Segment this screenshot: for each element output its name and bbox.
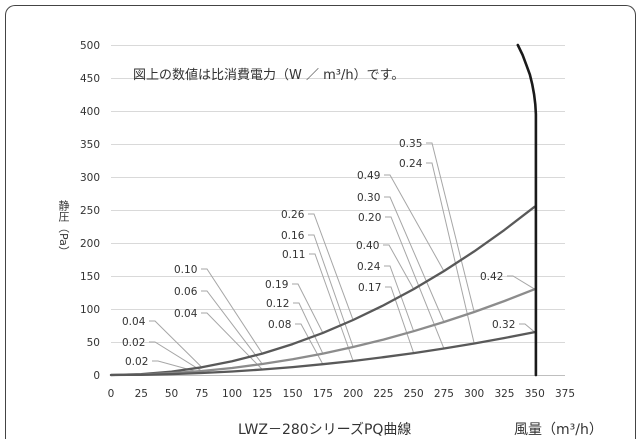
- label-leader-line: [426, 162, 475, 344]
- label-leader-line: [507, 275, 535, 290]
- x-tick-label: 325: [494, 388, 514, 400]
- label-leader-line: [385, 286, 415, 354]
- chart-frame: [5, 5, 636, 439]
- chart-annotation: 図上の数値は比消費電力（W ／ m³/h）です。: [133, 68, 405, 83]
- x-tick-label: 150: [283, 388, 303, 400]
- data-label: 0.10: [174, 264, 197, 276]
- y-tick-label: 200: [80, 238, 100, 250]
- data-label: 0.02: [125, 356, 148, 368]
- label-leader-line: [383, 244, 415, 290]
- label-leader-line: [309, 253, 354, 362]
- y-axis-title: 静圧（Pa）: [57, 200, 70, 257]
- label-leader-line: [384, 265, 415, 332]
- label-leader-line: [201, 312, 263, 370]
- label-leader-line: [149, 320, 203, 368]
- system-curve-high: [109, 205, 536, 377]
- data-label: 0.16: [281, 230, 305, 242]
- x-axis-title: 風量（m³/h）: [514, 422, 603, 438]
- data-label: 0.26: [281, 209, 305, 221]
- x-tick-label: 200: [343, 388, 363, 400]
- label-leader-line: [149, 341, 203, 372]
- data-label: 0.20: [358, 212, 381, 224]
- x-tick-label: 175: [313, 388, 333, 400]
- label-leader-line: [384, 196, 445, 323]
- label-leader-line: [426, 142, 475, 313]
- x-tick-label: 100: [222, 388, 242, 400]
- data-label: 0.24: [357, 261, 381, 273]
- data-label: 0.06: [174, 286, 198, 298]
- label-leader-line: [295, 323, 324, 365]
- x-tick-label: 125: [252, 388, 272, 400]
- x-tick-label: 350: [525, 388, 545, 400]
- data-label: 0.30: [357, 192, 380, 204]
- label-leader-line: [201, 290, 263, 365]
- data-label: 0.02: [122, 337, 145, 349]
- label-leader-line: [385, 216, 445, 349]
- label-leader-line: [308, 234, 354, 348]
- data-label: 0.04: [122, 316, 146, 328]
- pq-curve: [516, 43, 538, 377]
- x-tick-label: 25: [135, 388, 148, 400]
- label-leader-line: [308, 213, 354, 321]
- x-tick-label: 50: [165, 388, 178, 400]
- y-tick-label: 350: [80, 139, 100, 151]
- y-tick-label: 50: [87, 337, 100, 349]
- label-leader-line: [292, 283, 324, 334]
- data-label: 0.12: [266, 298, 289, 310]
- x-tick-label: 250: [404, 388, 424, 400]
- data-label: 0.11: [282, 249, 305, 261]
- data-label: 0.19: [265, 279, 288, 291]
- system-curve-mid: [109, 288, 536, 377]
- y-tick-label: 500: [80, 40, 100, 52]
- system-curve-low: [109, 330, 536, 377]
- chart-title: LWZ－280シリーズPQ曲線: [238, 422, 412, 438]
- data-label: 0.40: [356, 240, 379, 252]
- y-tick-label: 450: [80, 73, 100, 85]
- label-leader-line: [384, 174, 445, 272]
- data-label: 0.35: [399, 138, 422, 150]
- data-label: 0.49: [357, 170, 380, 182]
- x-tick-label: 275: [434, 388, 454, 400]
- x-tick-label: 0: [108, 388, 115, 400]
- label-leader-line: [293, 302, 324, 354]
- data-label: 0.24: [399, 158, 423, 170]
- y-tick-label: 150: [80, 271, 100, 283]
- data-label: 0.04: [174, 308, 198, 320]
- x-tick-label: 300: [464, 388, 484, 400]
- y-tick-label: 400: [80, 106, 100, 118]
- y-tick-label: 0: [93, 370, 100, 382]
- x-tick-label: 75: [195, 388, 208, 400]
- x-tick-label: 225: [373, 388, 393, 400]
- label-leader-line: [201, 268, 263, 354]
- data-label: 0.17: [358, 282, 381, 294]
- data-label: 0.32: [492, 319, 515, 331]
- data-label: 0.42: [480, 271, 503, 283]
- y-tick-label: 250: [80, 205, 100, 217]
- y-tick-label: 300: [80, 172, 100, 184]
- label-leader-line: [519, 323, 536, 333]
- y-tick-label: 100: [80, 304, 100, 316]
- data-label: 0.08: [268, 319, 291, 331]
- x-tick-label: 375: [555, 388, 575, 400]
